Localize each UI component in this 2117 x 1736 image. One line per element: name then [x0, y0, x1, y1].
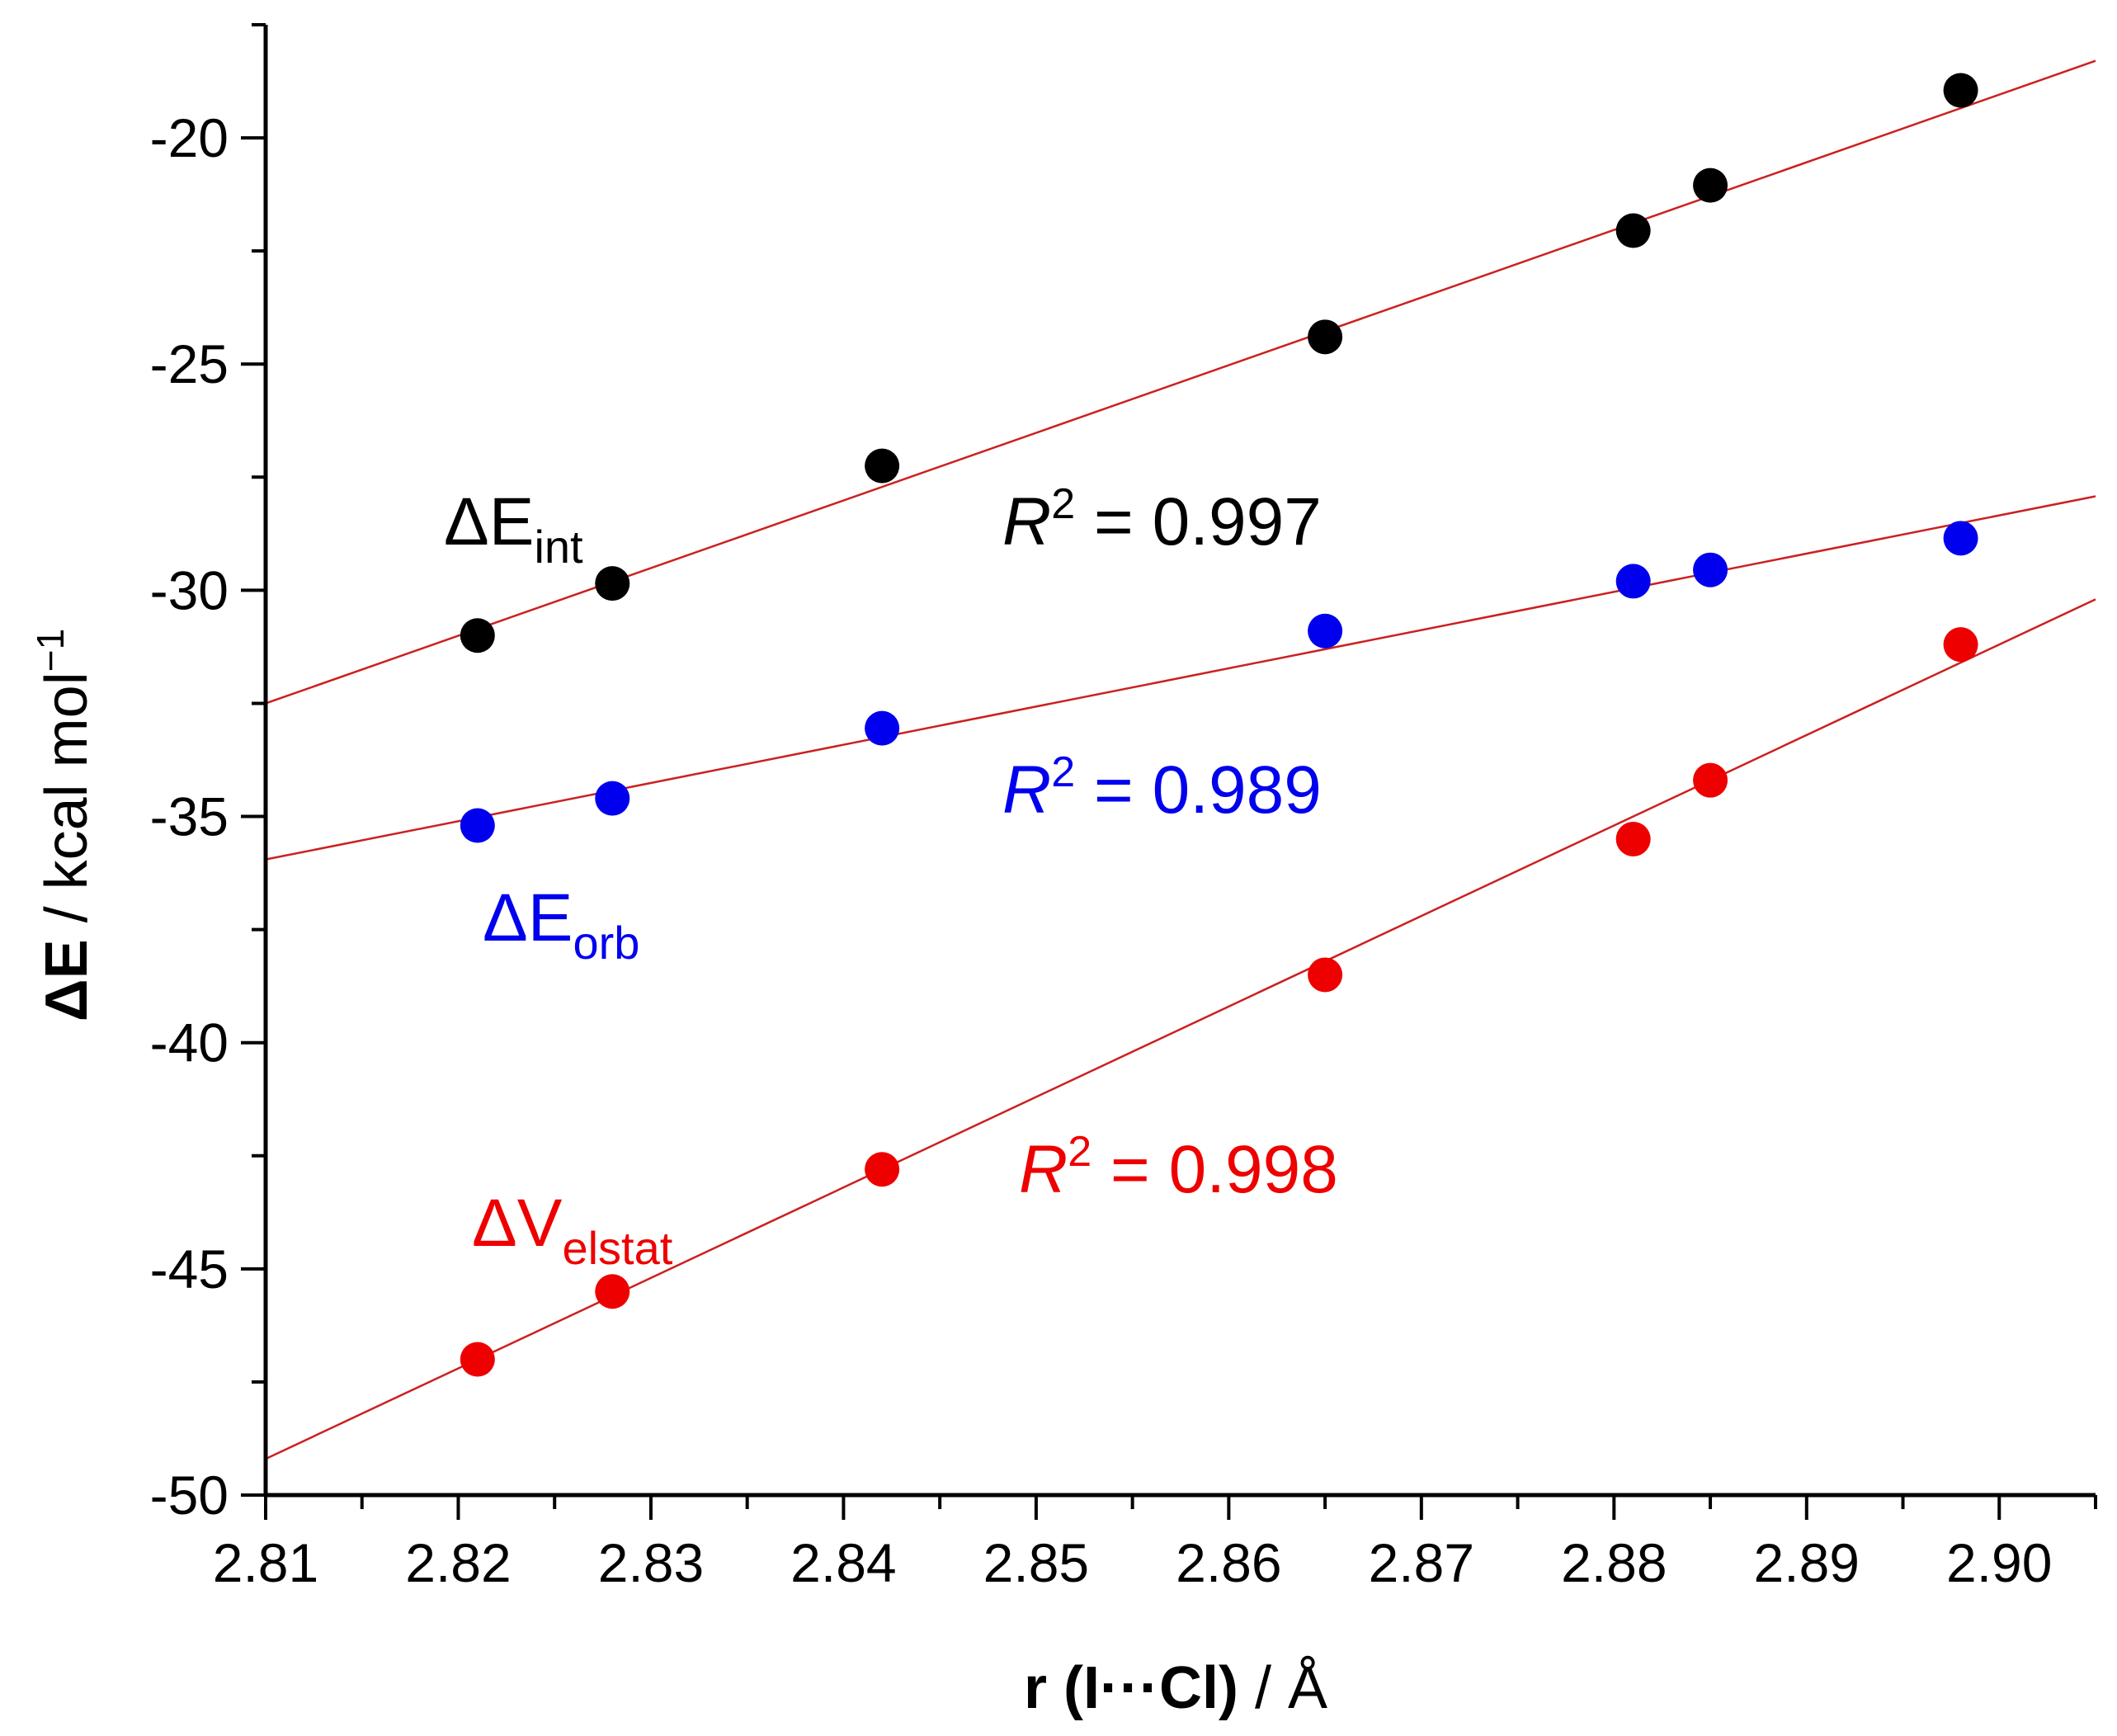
- x-tick-label: 2.83: [598, 1532, 704, 1593]
- data-point-eorb: [865, 710, 900, 746]
- data-point-eorb: [1615, 564, 1651, 599]
- y-tick-label: -20: [150, 107, 229, 168]
- series-label-eorb-sub: orb: [573, 917, 639, 969]
- r2-label-eorb: R2 = 0.989: [1002, 748, 1322, 828]
- series-label-eint: ΔEint: [444, 484, 583, 573]
- tick-labels: 2.81 2.82 2.83 2.84 2.85 2.86 2.87 2.88 2.89 2.90…: [150, 107, 2053, 1593]
- x-tick-label: 2.88: [1561, 1532, 1667, 1593]
- data-point-velstat: [595, 1274, 630, 1309]
- data-point-eint: [1615, 213, 1651, 248]
- y-tick-label: -25: [150, 333, 229, 394]
- data-point-velstat: [1615, 821, 1651, 856]
- data-point-eint: [1693, 167, 1728, 203]
- y-axis-title-unit: / kcal mol: [34, 672, 100, 939]
- data-points: [460, 73, 1978, 1377]
- data-point-eint: [865, 448, 900, 484]
- fit-lines: [265, 59, 2096, 1460]
- y-axis-title: ΔE / kcal mol−1: [29, 629, 100, 1021]
- r2-eorb-sup: 2: [1051, 748, 1075, 796]
- fit-line-eint: [265, 59, 2096, 705]
- r2-eint-r: R: [1002, 484, 1051, 559]
- r2-velstat-value: = 0.998: [1092, 1132, 1338, 1207]
- x-axis-title-unit: / Å: [1238, 1655, 1327, 1721]
- r2-eint-sup: 2: [1051, 480, 1075, 528]
- series-label-velstat: ΔVelstat: [472, 1186, 673, 1274]
- x-tick-label: 2.90: [1946, 1532, 2052, 1593]
- x-axis-title: r (I···Cl) / Å: [1024, 1655, 1327, 1721]
- data-point-eint: [1308, 319, 1343, 355]
- x-tick-label: 2.86: [1176, 1532, 1281, 1593]
- series-label-velstat-sub: elstat: [562, 1222, 672, 1274]
- data-point-velstat: [865, 1152, 900, 1187]
- data-point-eorb: [1693, 552, 1728, 587]
- r2-eorb-value: = 0.989: [1075, 752, 1322, 828]
- r2-velstat-sup: 2: [1068, 1128, 1092, 1176]
- y-tick-label: -30: [150, 559, 229, 620]
- series-label-eint-sub: int: [534, 521, 583, 573]
- x-axis-title-bold: r (I···Cl): [1024, 1655, 1238, 1721]
- r2-label-velstat: R2 = 0.998: [1019, 1128, 1338, 1207]
- axes: [241, 23, 2097, 1520]
- series-label-eorb-main: ΔE: [483, 880, 573, 955]
- r2-eorb-r: R: [1002, 752, 1051, 828]
- r2-eint-value: = 0.997: [1075, 484, 1322, 559]
- y-axis-title-sup: −1: [29, 629, 72, 672]
- r2-velstat-r: R: [1019, 1132, 1068, 1207]
- fit-line-eorb: [265, 495, 2096, 861]
- x-tick-label: 2.89: [1754, 1532, 1860, 1593]
- series-label-eorb: ΔEorb: [483, 880, 639, 969]
- y-tick-label: -35: [150, 786, 229, 847]
- fit-line-velstat: [265, 598, 2096, 1460]
- data-point-velstat: [1943, 627, 1978, 663]
- y-tick-label: -50: [150, 1465, 229, 1526]
- r2-label-eint: R2 = 0.997: [1002, 480, 1322, 559]
- data-point-eorb: [1943, 521, 1978, 556]
- x-tick-label: 2.84: [790, 1532, 896, 1593]
- data-point-eorb: [460, 808, 495, 843]
- x-tick-label: 2.85: [983, 1532, 1089, 1593]
- data-point-eint: [595, 566, 630, 601]
- x-tick-label: 2.87: [1369, 1532, 1474, 1593]
- data-point-eorb: [1308, 613, 1343, 649]
- data-point-velstat: [1693, 762, 1728, 798]
- data-point-velstat: [460, 1342, 495, 1377]
- x-tick-label: 2.81: [213, 1532, 318, 1593]
- data-point-velstat: [1308, 957, 1343, 993]
- y-tick-label: -40: [150, 1012, 229, 1073]
- series-label-velstat-main: ΔV: [472, 1186, 563, 1261]
- data-point-eorb: [595, 781, 630, 816]
- data-point-eint: [1943, 73, 1978, 108]
- series-label-eint-main: ΔE: [444, 484, 534, 559]
- x-tick-label: 2.82: [405, 1532, 511, 1593]
- y-tick-label: -45: [150, 1238, 229, 1300]
- data-point-eint: [460, 618, 495, 653]
- y-axis-title-bold: ΔE: [34, 939, 100, 1021]
